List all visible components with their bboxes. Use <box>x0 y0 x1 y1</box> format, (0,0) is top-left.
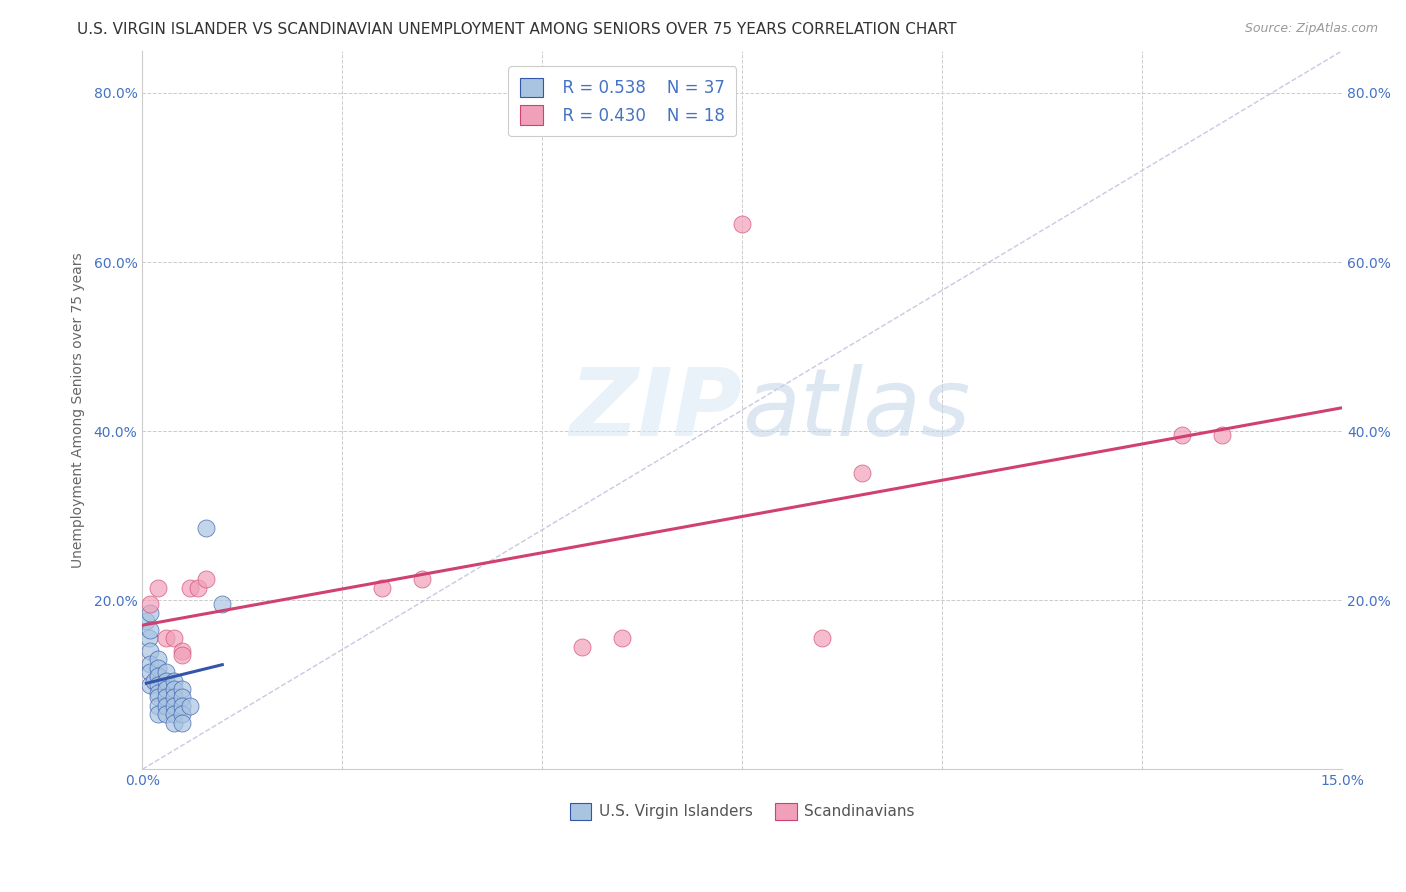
Point <box>1211 428 1233 442</box>
Point <box>172 681 194 696</box>
Point <box>143 673 166 688</box>
Point <box>163 715 186 730</box>
Point <box>139 657 162 671</box>
Point <box>163 673 186 688</box>
Point <box>811 632 834 646</box>
Point <box>172 644 194 658</box>
Point <box>139 665 162 679</box>
Point <box>148 690 170 705</box>
Point <box>187 581 209 595</box>
Point <box>851 467 873 481</box>
Point <box>155 707 177 722</box>
Point <box>148 698 170 713</box>
Text: atlas: atlas <box>742 365 970 456</box>
Point <box>179 698 201 713</box>
Point <box>155 665 177 679</box>
Point <box>148 707 170 722</box>
Point <box>571 640 593 654</box>
Point <box>163 681 186 696</box>
Point <box>731 217 754 231</box>
Text: Source: ZipAtlas.com: Source: ZipAtlas.com <box>1244 22 1378 36</box>
Point <box>155 698 177 713</box>
Point <box>155 690 177 705</box>
Legend: U.S. Virgin Islanders, Scandinavians: U.S. Virgin Islanders, Scandinavians <box>564 797 921 826</box>
Point <box>155 632 177 646</box>
Point <box>612 632 634 646</box>
Point <box>148 678 170 692</box>
Text: U.S. VIRGIN ISLANDER VS SCANDINAVIAN UNEMPLOYMENT AMONG SENIORS OVER 75 YEARS CO: U.S. VIRGIN ISLANDER VS SCANDINAVIAN UNE… <box>77 22 957 37</box>
Point <box>172 698 194 713</box>
Point <box>371 581 394 595</box>
Point <box>148 652 170 666</box>
Point <box>172 707 194 722</box>
Point <box>163 690 186 705</box>
Point <box>172 648 194 662</box>
Point <box>195 572 218 586</box>
Point <box>179 581 201 595</box>
Point <box>155 673 177 688</box>
Point <box>139 598 162 612</box>
Point <box>139 644 162 658</box>
Point <box>139 606 162 620</box>
Point <box>1171 428 1194 442</box>
Point <box>139 678 162 692</box>
Point <box>411 572 433 586</box>
Point <box>148 669 170 683</box>
Point <box>163 698 186 713</box>
Point <box>135 615 157 629</box>
Point <box>172 690 194 705</box>
Point <box>172 715 194 730</box>
Point <box>148 661 170 675</box>
Point <box>211 598 233 612</box>
Point <box>163 632 186 646</box>
Text: ZIP: ZIP <box>569 364 742 456</box>
Point <box>148 581 170 595</box>
Point <box>163 707 186 722</box>
Point <box>155 681 177 696</box>
Point <box>195 521 218 535</box>
Point <box>148 686 170 700</box>
Y-axis label: Unemployment Among Seniors over 75 years: Unemployment Among Seniors over 75 years <box>72 252 86 568</box>
Point <box>139 623 162 637</box>
Point <box>138 632 160 646</box>
